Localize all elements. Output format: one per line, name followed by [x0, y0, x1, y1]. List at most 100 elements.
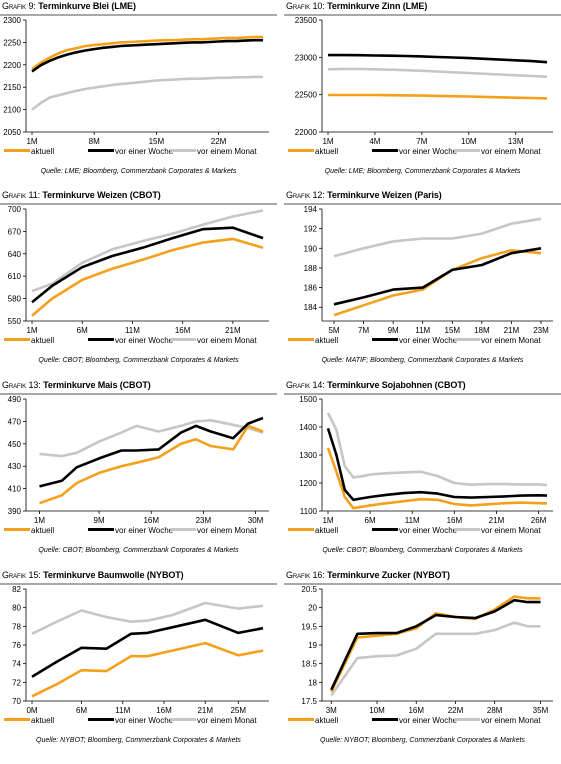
y-tick-label: 78: [12, 622, 21, 631]
series-line-aktuell: [333, 248, 542, 317]
chart-number: Grafik 10:: [286, 1, 325, 11]
x-tick-label: 15M: [445, 326, 461, 335]
legend-item: vor einer Woche: [88, 716, 173, 725]
legend-swatch: [88, 718, 114, 722]
y-tick-label: 76: [12, 641, 21, 650]
y-tick-label: 194: [304, 205, 318, 214]
y-tick-label: 22000: [295, 128, 318, 137]
series-line-aktuell: [31, 641, 264, 698]
line-chart: 70 72 74 76 78 80 82 0M 6M 11M 16M 21M 25M: [12, 585, 269, 715]
legend-item: aktuell: [288, 716, 338, 725]
legend-swatch: [170, 338, 196, 342]
y-tick-label: 2050: [3, 128, 21, 137]
x-tick-label: 5M: [328, 326, 339, 335]
series-line-aktuell: [31, 237, 264, 317]
x-tick-label: 22M: [448, 706, 464, 715]
y-tick-label: 19: [308, 641, 317, 650]
legend-item: vor einem Monat: [454, 526, 541, 535]
y-tick-label: 2250: [3, 38, 21, 47]
x-tick-label: 16M: [175, 326, 191, 335]
chart-title: Grafik 15: Terminkurve Baumwolle (NYBOT): [2, 570, 184, 580]
chart-title-text: Terminkurve Weizen (CBOT): [42, 190, 161, 200]
chart-number: Grafik 9:: [2, 1, 36, 11]
x-tick-label: 1M: [322, 137, 333, 146]
legend-swatch: [454, 149, 480, 153]
chart-title-text: Terminkurve Zinn (LME): [327, 1, 428, 11]
chart-panel: Grafik 14: Terminkurve Sojabohnen (CBOT)…: [284, 380, 561, 569]
series-line-monat: [31, 601, 264, 635]
x-tick-label: 4M: [369, 137, 380, 146]
chart-title: Grafik 12: Terminkurve Weizen (Paris): [286, 190, 442, 200]
chart-number: Grafik 13:: [2, 380, 41, 390]
chart-number: Grafik 16:: [286, 570, 325, 580]
line-chart: 17.5 18 18.5 19 19.5 20 20.5 3M 10M 16M 22M 28M 35M: [301, 585, 553, 715]
y-tick-label: 2300: [3, 16, 21, 25]
legend-label: vor einer Woche: [399, 526, 458, 535]
chart-panel: Grafik 11: Terminkurve Weizen (CBOT) 550 5…: [0, 190, 277, 379]
series-line-monat: [31, 75, 263, 111]
x-tick-label: 11M: [405, 516, 420, 525]
x-tick-label: 35M: [533, 706, 549, 715]
source-note: Quelle: CBOT; Bloomberg, Commerzbank Cor…: [38, 547, 239, 554]
line-chart: 184 186 188 190 192 194 5M 7M 9M 11M 15M 18M 21M 23M: [304, 205, 553, 335]
y-tick-label: 184: [304, 303, 318, 312]
legend-label: vor einem Monat: [481, 526, 541, 535]
legend-label: vor einer Woche: [115, 336, 174, 345]
y-tick-label: 23000: [295, 53, 318, 62]
chart-panel: Grafik 16: Terminkurve Zucker (NYBOT) 17.…: [284, 570, 561, 759]
legend-label: aktuell: [315, 147, 339, 156]
chart-panel: Grafik 12: Terminkurve Weizen (Paris) 184…: [284, 190, 561, 379]
source-note: Quelle: LME; Bloomberg, Commerzbank Corp…: [40, 168, 237, 175]
x-tick-label: 13M: [508, 137, 524, 146]
legend-swatch: [88, 338, 114, 342]
source-note: Quelle: LME; Bloomberg, Commerzbank Corp…: [324, 168, 521, 175]
legend-label: vor einem Monat: [197, 336, 257, 345]
chart-title: Grafik 10: Terminkurve Zinn (LME): [286, 1, 427, 11]
x-tick-label: 16M: [143, 516, 159, 525]
y-tick-label: 72: [12, 678, 21, 687]
title-rule: [284, 14, 561, 16]
chart-title: Grafik 9: Terminkurve Blei (LME): [2, 1, 136, 11]
legend-swatch: [170, 528, 196, 532]
x-tick-label: 21M: [197, 706, 213, 715]
x-tick-label: 23M: [196, 516, 212, 525]
line-chart: 1100 1200 1300 1400 1500 1M 6M 11M 16M 21M 26M: [299, 395, 553, 525]
chart-number: Grafik 12:: [286, 190, 325, 200]
y-tick-label: 192: [304, 225, 318, 234]
y-tick-label: 610: [8, 272, 22, 281]
x-tick-label: 8M: [89, 137, 100, 146]
x-tick-label: 6M: [365, 516, 376, 525]
series-line-woche: [326, 428, 548, 502]
series-line-woche: [328, 53, 548, 64]
legend-item: aktuell: [4, 147, 54, 156]
x-tick-label: 11M: [115, 706, 130, 715]
y-tick-label: 450: [8, 440, 22, 449]
series-line-monat: [326, 412, 548, 487]
title-rule: [0, 393, 277, 395]
legend-item: vor einer Woche: [88, 147, 173, 156]
chart-number: Grafik 15:: [2, 570, 41, 580]
legend-label: aktuell: [31, 147, 55, 156]
y-tick-label: 22500: [295, 91, 318, 100]
x-tick-label: 10M: [369, 706, 385, 715]
series-line-aktuell: [328, 93, 548, 100]
legend-item: vor einem Monat: [170, 336, 257, 345]
x-tick-label: 1M: [34, 516, 45, 525]
source-note: Quelle: NYBOT; Bloomberg, Commerzbank Co…: [320, 737, 525, 744]
legend-item: vor einem Monat: [454, 336, 541, 345]
legend-swatch: [372, 338, 398, 342]
legend-label: vor einer Woche: [399, 336, 458, 345]
x-tick-label: 3M: [326, 706, 337, 715]
legend-swatch: [454, 528, 480, 532]
series-line-woche: [39, 416, 264, 488]
legend-swatch: [454, 338, 480, 342]
legend-label: aktuell: [315, 336, 339, 345]
source-note: Quelle: CBOT; Bloomberg, Commerzbank Cor…: [322, 547, 523, 554]
y-tick-label: 410: [8, 485, 22, 494]
legend-label: aktuell: [31, 336, 55, 345]
source-note: Quelle: NYBOT; Bloomberg, Commerzbank Co…: [36, 737, 241, 744]
legend-item: vor einer Woche: [372, 716, 457, 725]
y-tick-label: 670: [8, 227, 22, 236]
legend-label: vor einer Woche: [399, 716, 458, 725]
x-tick-label: 26M: [531, 516, 547, 525]
